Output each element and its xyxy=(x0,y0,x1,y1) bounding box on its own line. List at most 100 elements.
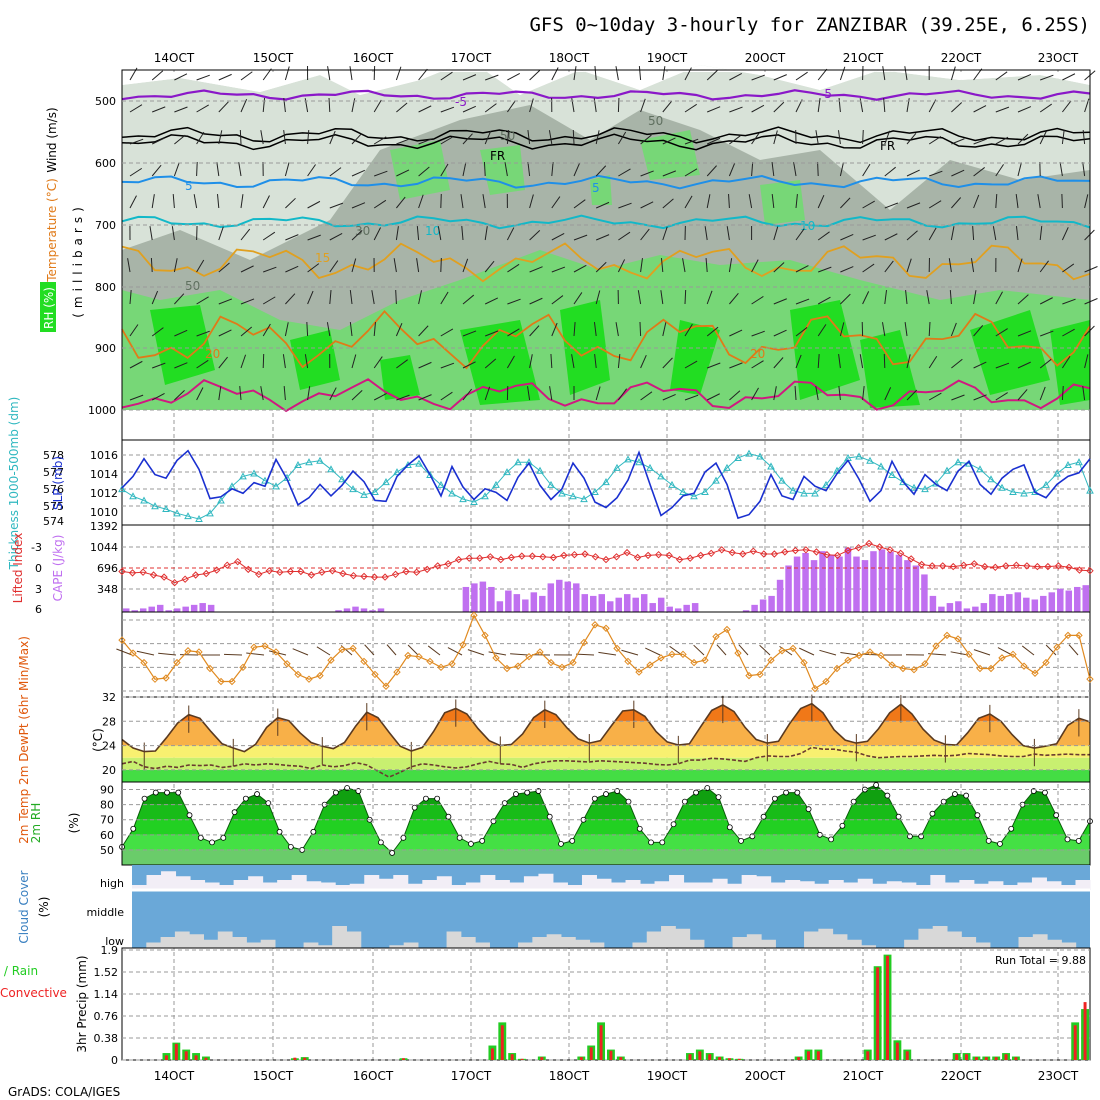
cape-bar xyxy=(861,560,869,612)
pressure-tick-label: 600 xyxy=(95,157,116,170)
wind10m-barb xyxy=(950,651,969,656)
wind-barb xyxy=(437,226,442,241)
wind-barb xyxy=(440,163,449,177)
wind-barb xyxy=(662,170,677,177)
wind-barb xyxy=(284,162,290,177)
precip-conv-bar xyxy=(1004,1054,1008,1060)
rh-shade-3 xyxy=(150,300,1090,408)
wind-barb xyxy=(729,106,743,113)
thickness-point xyxy=(877,462,885,470)
wind10m-barb xyxy=(316,646,331,656)
wind-barb xyxy=(484,103,497,113)
wind-barb xyxy=(862,200,875,209)
wind10m-point xyxy=(822,677,830,686)
cape-bar xyxy=(479,581,487,612)
wind10m-barb xyxy=(407,644,419,656)
wind-barb xyxy=(327,66,331,81)
contour-label: 5 xyxy=(185,179,193,193)
rh2m-point xyxy=(681,798,688,805)
wind-barb xyxy=(529,98,534,113)
rh2m-point xyxy=(828,836,835,843)
wind-barb xyxy=(640,134,652,145)
precip-conv-bar xyxy=(293,1057,297,1060)
cape-bar xyxy=(751,604,758,612)
li-point xyxy=(770,550,779,558)
wind10m-point xyxy=(602,624,610,632)
thickness-point xyxy=(1031,487,1039,496)
li-tick-label: 6 xyxy=(35,603,42,616)
cape-bar xyxy=(819,551,826,612)
wind-barb xyxy=(196,104,209,113)
wind-barb xyxy=(240,354,247,369)
li-point xyxy=(844,546,852,555)
wind-barb xyxy=(817,324,827,337)
wind-barb xyxy=(951,197,962,209)
thickness-point xyxy=(668,480,676,488)
temp2m-tick-label: 28 xyxy=(102,715,116,728)
precip-conv-bar xyxy=(905,1051,909,1060)
cloud-low-bar xyxy=(675,928,691,948)
cloud-low-bar xyxy=(661,926,676,948)
wind-barb xyxy=(1061,130,1065,145)
rh2m-point xyxy=(411,804,418,811)
wind-barb xyxy=(193,194,198,209)
wind-barb xyxy=(307,386,311,401)
cloud-low-bar xyxy=(646,931,662,948)
rh2m-band xyxy=(122,834,1090,850)
rh2m-point xyxy=(276,828,283,835)
wind-barb xyxy=(485,330,499,337)
wind-barb xyxy=(707,362,721,369)
li-point xyxy=(917,560,926,569)
wind10m-point xyxy=(646,661,654,669)
cape-bar xyxy=(666,606,673,612)
slp-tick-label: 1010 xyxy=(90,506,118,519)
wind-barb xyxy=(840,233,854,241)
wind-barb xyxy=(418,194,424,209)
cape-bar xyxy=(802,552,809,612)
wind-barb xyxy=(484,226,488,241)
wind10m-point xyxy=(382,682,390,690)
cloud-low-bar xyxy=(932,926,948,948)
wind-barb xyxy=(795,71,808,81)
cape-bar xyxy=(946,603,954,612)
cloud-low-bar xyxy=(403,942,419,948)
rh2m-point xyxy=(186,812,193,819)
wind-barb xyxy=(418,138,432,145)
bottom-date-label: 20OCT xyxy=(745,1069,786,1083)
cloud-high-bar xyxy=(465,882,481,890)
cape-bar xyxy=(955,601,962,612)
cape-bar xyxy=(759,599,767,612)
cloud-low-bar xyxy=(947,931,962,948)
cloud-high-bar xyxy=(190,880,206,890)
wind-barb xyxy=(462,74,477,81)
thickness-point xyxy=(811,489,819,497)
wind-barb xyxy=(329,290,332,305)
rh2m-point xyxy=(254,791,260,797)
rh2m-point xyxy=(479,837,486,844)
slp-line xyxy=(121,449,1091,520)
cape-bar xyxy=(912,565,920,612)
wind-barb xyxy=(196,359,209,369)
wind-barb xyxy=(950,66,956,81)
wind-barb xyxy=(948,258,952,273)
cloud-low-bar xyxy=(146,942,162,948)
cloud-high-bar xyxy=(944,882,960,890)
thickness-point xyxy=(338,475,346,483)
rh2m-axis-label: 2m RH xyxy=(29,803,43,844)
thickness-point xyxy=(976,465,984,473)
cape-tick-label: 1044 xyxy=(90,541,118,554)
wind10m-point xyxy=(140,658,148,667)
wind-barb xyxy=(571,98,575,113)
cape-bar xyxy=(1074,586,1081,612)
contour-label: 5 xyxy=(592,181,600,195)
wind-barb xyxy=(374,170,388,177)
wind-barb xyxy=(262,323,271,337)
cloud-low-bar xyxy=(846,939,862,948)
wind-barb xyxy=(1015,226,1019,241)
wind-barb xyxy=(462,105,477,113)
wind-barb xyxy=(884,233,898,241)
thickness-point xyxy=(415,459,423,467)
thickness-axis-label: Thickness 1000-500mb (dm) xyxy=(7,397,21,571)
wind-barb xyxy=(729,73,743,81)
temp-contour-freezing xyxy=(121,126,1091,144)
